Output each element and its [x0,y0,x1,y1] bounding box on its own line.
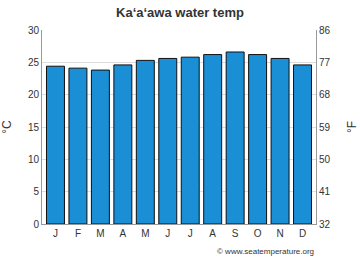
svg-text:86: 86 [319,25,331,36]
svg-text:J: J [165,228,170,239]
svg-text:10: 10 [28,154,40,165]
svg-text:© www.seatemperature.org: © www.seatemperature.org [217,247,314,256]
svg-text:5: 5 [33,186,39,197]
svg-text:30: 30 [28,25,40,36]
svg-text:68: 68 [319,89,331,100]
svg-text:15: 15 [28,122,40,133]
svg-text:S: S [232,228,239,239]
svg-text:59: 59 [319,122,331,133]
svg-text:A: A [209,228,216,239]
svg-text:°F: °F [345,121,359,133]
svg-text:32: 32 [319,219,331,230]
svg-text:°C: °C [0,120,14,134]
svg-text:50: 50 [319,154,331,165]
svg-text:0: 0 [33,219,39,230]
svg-text:M: M [141,228,149,239]
svg-text:D: D [299,228,306,239]
svg-text:77: 77 [319,57,331,68]
svg-text:A: A [120,228,127,239]
svg-text:O: O [254,228,262,239]
svg-text:Ka‘a‘awa water temp: Ka‘a‘awa water temp [116,5,244,20]
svg-text:25: 25 [28,57,40,68]
svg-text:M: M [96,228,104,239]
svg-text:N: N [276,228,283,239]
svg-text:F: F [75,228,81,239]
svg-text:J: J [188,228,193,239]
svg-text:J: J [53,228,58,239]
svg-text:20: 20 [28,89,40,100]
svg-text:41: 41 [319,186,331,197]
